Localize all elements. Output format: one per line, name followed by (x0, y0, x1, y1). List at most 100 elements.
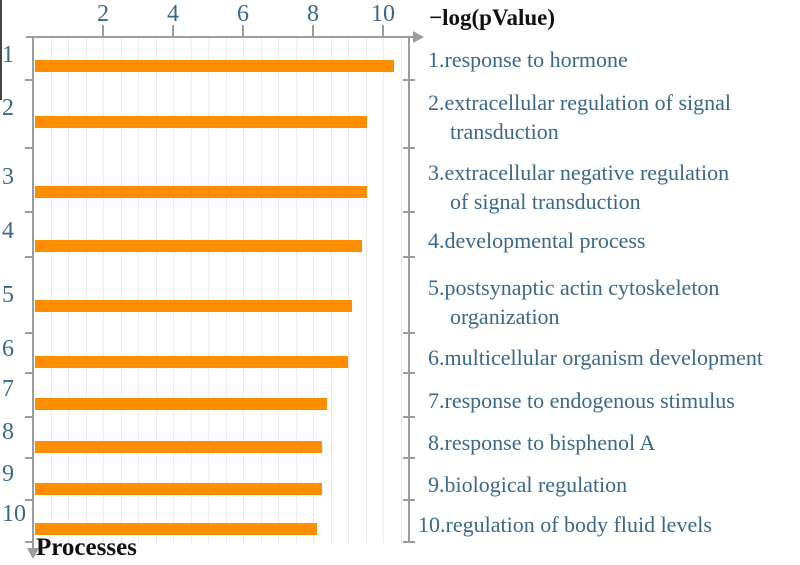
minor-gridline (365, 38, 367, 543)
y-category-label: 9 (2, 461, 14, 487)
process-label: 1.response to hormone (418, 45, 800, 74)
process-label-line-2: of signal transduction (450, 189, 641, 214)
x-axis-label: −log(pValue) (429, 5, 555, 30)
bar (35, 116, 368, 128)
x-axis-tick-label: 4 (167, 1, 179, 27)
minor-gridline (330, 38, 332, 543)
bar (35, 186, 368, 198)
x-axis-tick-label: 6 (237, 1, 249, 27)
bar (35, 356, 348, 368)
x-axis-tick (382, 25, 384, 36)
minor-gridline (313, 38, 314, 543)
process-label-line-2: organization (450, 304, 560, 329)
process-label-line-1: 3.extracellular negative regulation (428, 160, 730, 185)
y-axis-line (32, 36, 34, 549)
minor-gridline (68, 38, 69, 543)
right-axis-tick (403, 457, 415, 459)
right-axis-tick (403, 332, 415, 334)
x-axis-tick-label: 2 (97, 1, 109, 27)
minor-gridline (260, 38, 262, 543)
y-axis-tick (25, 332, 33, 334)
minor-gridline (85, 38, 87, 543)
process-label: 10.regulation of body fluid levels (418, 510, 800, 539)
y-category-label: 6 (2, 336, 14, 362)
y-axis-tick (25, 372, 33, 374)
right-axis-tick (403, 256, 415, 258)
x-axis-tick (172, 25, 174, 36)
y-category-label: 5 (2, 282, 14, 308)
right-axis-tick (403, 499, 415, 501)
minor-gridline (400, 38, 402, 543)
x-axis-tick (312, 25, 314, 36)
bar (35, 240, 362, 252)
minor-gridline (208, 38, 209, 543)
process-label: 8.response to bisphenol A (418, 428, 800, 457)
y-category-label: 3 (2, 164, 14, 190)
bar (35, 483, 322, 495)
y-category-label: 1 (2, 42, 14, 68)
y-category-label: 8 (2, 419, 14, 445)
process-label: 3.extracellular negative regulation of si… (418, 158, 800, 216)
x-axis-tick (242, 25, 244, 36)
process-label-line-1: 5.postsynaptic actin cytoskeleton (428, 275, 720, 300)
y-axis-tick (25, 457, 33, 459)
y-category-label: 10 (2, 501, 26, 527)
right-axis-tick (403, 147, 415, 149)
process-label-line-1: 8.response to bisphenol A (428, 430, 656, 455)
y-axis-tick (25, 79, 33, 81)
bar (35, 441, 322, 453)
x-axis-tick (102, 25, 104, 36)
minor-gridline (348, 38, 349, 543)
minor-gridline (103, 38, 104, 543)
process-label: 2.extracellular regulation of signal tran… (418, 88, 800, 146)
process-label-line-1: 1.response to hormone (428, 47, 628, 72)
process-label-line-1: 2.extracellular regulation of signal (428, 90, 731, 115)
y-axis-tick (25, 211, 33, 213)
process-label-line-2: transduction (450, 119, 559, 144)
y-category-label: 4 (2, 218, 14, 244)
process-label-line-1: 7.response to endogenous stimulus (428, 388, 735, 413)
right-axis-tick (403, 541, 415, 543)
process-label: 4.developmental process (418, 226, 800, 255)
page-edge-line (0, 0, 2, 100)
minor-gridline (138, 38, 139, 543)
process-label-line-1: 6.multicellular organism development (428, 345, 764, 370)
minor-gridline (155, 38, 157, 543)
y-category-label: 7 (2, 376, 14, 402)
x-axis-arrow-icon (413, 31, 424, 43)
process-label: 9.biological regulation (418, 470, 800, 499)
minor-gridline (225, 38, 227, 543)
bar (35, 300, 352, 312)
right-axis-tick (403, 416, 415, 418)
y-axis-tick (25, 147, 33, 149)
minor-gridline (278, 38, 279, 543)
minor-gridline (383, 38, 384, 543)
process-label: 5.postsynaptic actin cytoskeleton organiz… (418, 273, 800, 331)
x-axis-tick-label: 10 (371, 1, 395, 27)
bar (35, 60, 394, 72)
minor-gridline (295, 38, 297, 543)
minor-gridline (173, 38, 174, 543)
right-axis-line (408, 37, 410, 543)
right-axis-tick (403, 79, 415, 81)
minor-gridline (50, 38, 52, 543)
y-axis-tick (25, 499, 33, 501)
bar (35, 398, 327, 410)
y-axis-tick (25, 256, 33, 258)
bar (35, 523, 317, 535)
process-label-line-1: 9.biological regulation (428, 472, 628, 497)
x-axis-line (26, 36, 415, 38)
process-label: 7.response to endogenous stimulus (418, 386, 800, 415)
minor-gridline (243, 38, 244, 543)
minor-gridline (190, 38, 192, 543)
process-label-line-1: 4.developmental process (428, 228, 646, 253)
y-axis-tick (25, 416, 33, 418)
minor-gridline (120, 38, 122, 543)
right-axis-tick (403, 372, 415, 374)
process-label-line-1: 10.regulation of body fluid levels (418, 512, 712, 537)
right-axis-tick (403, 211, 415, 213)
y-category-label: 2 (2, 95, 14, 121)
x-axis-tick-label: 8 (307, 1, 319, 27)
y-axis-tick (25, 541, 33, 543)
